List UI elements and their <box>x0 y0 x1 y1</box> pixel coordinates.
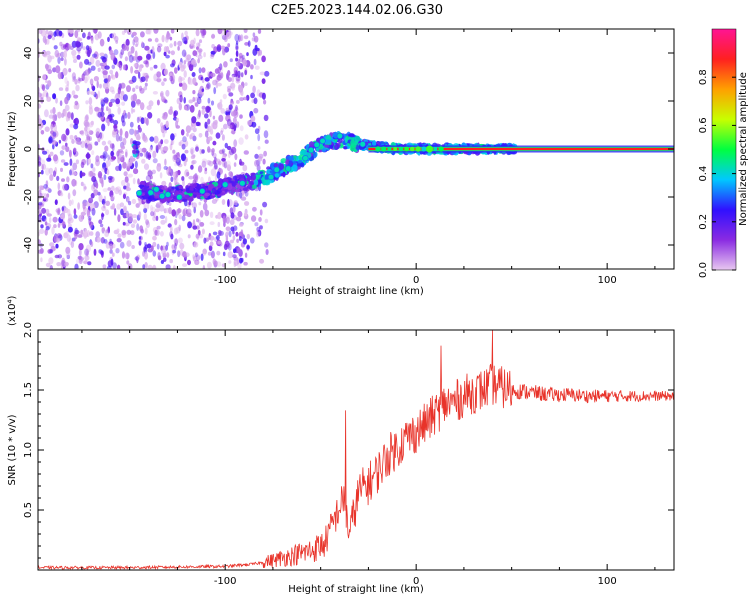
spectrogram-x-tick-label: 100 <box>598 275 617 286</box>
colorbar-gradient <box>711 28 737 271</box>
colorbar-tick-label: 0.6 <box>698 117 709 133</box>
chart-title: C2E5.2023.144.02.06.G30 <box>271 3 443 18</box>
snr-y-multiplier: (x10⁴) <box>7 295 18 326</box>
spectrogram-y-tick-label: 0 <box>23 146 34 152</box>
spectrogram-axes: -100 0 100 -40 -20 0 20 40 <box>23 28 674 286</box>
snr-y-tick-label: 1.5 <box>23 382 34 398</box>
colorbar: 0.0 0.2 0.4 0.6 0.8 Normalized spectral ampl… <box>698 28 749 278</box>
snr-x-tick-label: 0 <box>413 576 419 587</box>
spectrogram-y-tick-label: -40 <box>23 237 34 253</box>
colorbar-label: Normalized spectral amplitude <box>738 72 749 226</box>
spectrogram-x-tick-label: 0 <box>413 275 419 286</box>
snr-x-label: Height of straight line (km) <box>288 584 424 595</box>
colorbar-tick-label: 0.0 <box>698 262 709 278</box>
spectrogram-x-tick-label: -100 <box>214 275 237 286</box>
colorbar-tick-label: 0.4 <box>698 166 709 182</box>
spectrogram-panel: -100 0 100 -40 -20 0 20 40 Height of straight l… <box>7 28 675 297</box>
spectrogram-y-tick-label: 20 <box>23 95 34 108</box>
snr-y-label: SNR (10 * v/v) <box>7 414 18 485</box>
snr-y-tick-label: 2.0 <box>23 322 34 338</box>
colorbar-tick-label: 0.8 <box>698 69 709 85</box>
spectrogram-heatmap <box>38 29 674 269</box>
spectrogram-y-tick-label: 40 <box>23 47 34 60</box>
spectrogram-y-tick-label: -20 <box>23 189 34 205</box>
snr-x-tick-label: -100 <box>214 576 237 587</box>
snr-series-line <box>38 330 674 570</box>
snr-y-tick-label: 0.5 <box>23 502 34 518</box>
snr-x-tick-label: 100 <box>598 576 617 587</box>
snr-panel: -100 0 100 0.5 1.0 1.5 2.0 Height of straight … <box>7 295 675 595</box>
colorbar-tick-label: 0.2 <box>698 214 709 230</box>
spectrogram-y-label: Frequency (Hz) <box>7 111 18 187</box>
snr-axes: -100 0 100 0.5 1.0 1.5 2.0 <box>23 322 674 587</box>
snr-y-tick-label: 1.0 <box>23 442 34 458</box>
colorbar-ticks: 0.0 0.2 0.4 0.6 0.8 <box>698 69 736 278</box>
spectrogram-x-label: Height of straight line (km) <box>288 286 424 297</box>
